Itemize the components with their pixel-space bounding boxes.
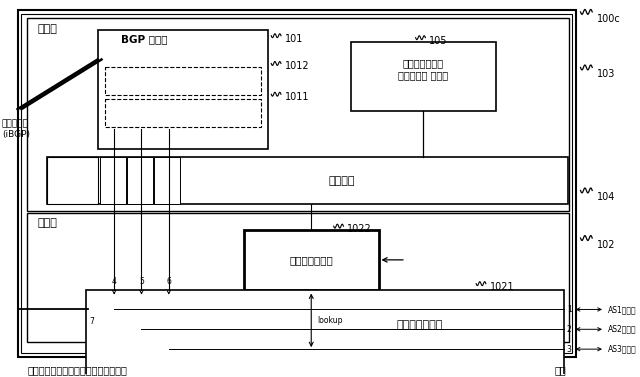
Text: 104: 104 [597, 192, 616, 202]
Text: 102: 102 [597, 240, 616, 250]
Text: 内側（オープンフローネットワーク）: 内側（オープンフローネットワーク） [28, 365, 127, 375]
Text: フローテーブル: フローテーブル [289, 255, 333, 265]
Bar [99, 157, 126, 204]
Bar [86, 290, 564, 377]
Text: 7: 7 [89, 317, 94, 326]
Bar [97, 30, 268, 149]
Bar [154, 157, 180, 204]
Text: パケット処理部: パケット処理部 [396, 320, 443, 330]
Text: 1: 1 [567, 305, 572, 314]
Text: 100c: 100c [597, 14, 621, 24]
Text: 転送部: 転送部 [37, 218, 57, 228]
Text: オープンフロー
プロトコル 処理部: オープンフロー プロトコル 処理部 [398, 59, 449, 80]
Text: 1022: 1022 [348, 224, 372, 234]
Bar [127, 157, 153, 204]
Text: AS3ルータ: AS3ルータ [608, 345, 637, 354]
Bar [22, 14, 572, 353]
Text: eth3: eth3 [160, 178, 175, 183]
Text: AS2ルータ: AS2ルータ [608, 325, 636, 334]
Text: 105: 105 [429, 36, 448, 46]
Text: 3: 3 [567, 345, 572, 354]
Text: 1011: 1011 [285, 92, 309, 102]
Bar [17, 10, 575, 357]
Text: 制御装置へ
(iBGP): 制御装置へ (iBGP) [2, 119, 30, 139]
Bar [28, 213, 569, 342]
Text: eth1: eth1 [106, 178, 120, 183]
Text: 第1BGP処理部: 第1BGP処理部 [162, 109, 205, 118]
Text: 1012: 1012 [285, 61, 310, 72]
Text: カーネル: カーネル [328, 176, 355, 185]
Text: 2: 2 [567, 325, 572, 334]
Text: 103: 103 [597, 69, 616, 80]
Text: 101: 101 [285, 34, 303, 44]
Text: eth2: eth2 [133, 178, 147, 183]
Text: BGP 処理部: BGP 処理部 [121, 34, 168, 44]
Bar [106, 99, 262, 127]
Bar [106, 67, 262, 95]
Bar [351, 41, 495, 111]
Text: AS1ルータ: AS1ルータ [608, 305, 636, 314]
Text: 5: 5 [139, 277, 144, 286]
Text: 外側: 外側 [554, 365, 566, 375]
Text: lookup: lookup [317, 316, 342, 325]
Text: eth0: eth0 [63, 176, 81, 185]
Text: 制御部: 制御部 [37, 24, 57, 34]
Text: 1021: 1021 [490, 282, 515, 292]
Bar [47, 157, 568, 204]
Text: 6: 6 [166, 277, 172, 286]
Bar [244, 230, 378, 290]
Text: 第2BGP処理部: 第2BGP処理部 [162, 77, 205, 86]
Text: 4: 4 [112, 277, 116, 286]
Bar [28, 18, 569, 211]
Bar [47, 157, 97, 204]
